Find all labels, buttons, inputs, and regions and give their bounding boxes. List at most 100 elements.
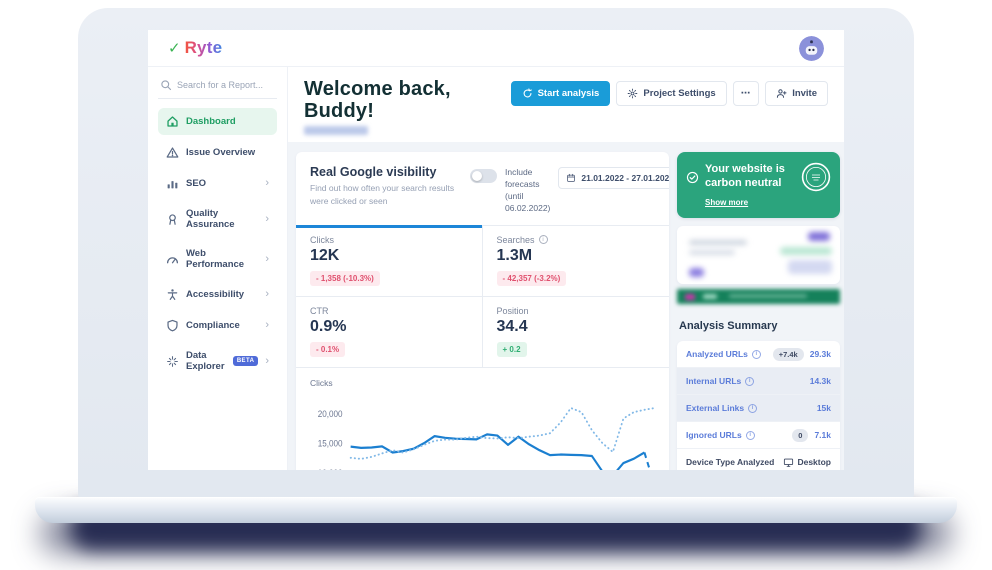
page-title: Welcome back, Buddy! <box>304 78 451 122</box>
summary-value: 7.1k <box>814 430 831 440</box>
svg-text:15,000: 15,000 <box>318 438 343 448</box>
topbar: ✓ Ryte <box>148 30 844 67</box>
refresh-icon <box>522 88 533 99</box>
metric-tab-position[interactable]: Position 34.4 + 0.2 <box>483 297 670 367</box>
chevron-right-icon: › <box>265 177 269 189</box>
home-icon <box>166 115 179 128</box>
info-icon[interactable]: i <box>745 376 755 386</box>
performance-gauge-icon <box>166 253 179 266</box>
metric-value: 34.4 <box>496 317 528 335</box>
summary-value: 29.3k <box>809 349 831 359</box>
page-header: Welcome back, Buddy! Start analysis Proj… <box>288 67 844 142</box>
chevron-right-icon: › <box>265 212 269 225</box>
chart-axis-label: Clicks <box>310 377 333 388</box>
metric-delta-badge: - 0.1% <box>310 341 346 357</box>
shield-icon <box>166 319 179 332</box>
metric-tab-ctr[interactable]: CTR 0.9% - 0.1% <box>296 296 483 367</box>
beta-badge: BETA <box>232 356 259 366</box>
summary-value: 15k <box>816 403 831 413</box>
right-column: Your website is carbon neutral Show more <box>677 152 840 470</box>
blurred-banner <box>677 289 840 304</box>
robot-avatar-icon <box>799 35 824 61</box>
visibility-card-subtitle: Find out how often your search results w… <box>310 183 455 206</box>
svg-text:10,000: 10,000 <box>318 467 343 470</box>
metric-tabs: Clicks 12K - 1,358 (-10.3%) Searches i 1.… <box>296 224 670 368</box>
gear-icon <box>627 88 638 99</box>
quality-badge-icon <box>166 213 179 226</box>
metric-value: 12K <box>310 246 340 264</box>
ryte-check-icon: ✓ <box>168 40 181 57</box>
desktop-icon <box>783 457 794 468</box>
summary-badge: 0 <box>792 428 809 442</box>
sidebar-item-web-performance[interactable]: Web Performance › <box>158 241 277 277</box>
summary-row-analyzed-urls[interactable]: Analyzed URLs i +7.4k 29.3k <box>677 341 840 368</box>
accessibility-icon <box>166 288 179 301</box>
metric-delta-badge: - 42,357 (-3.2%) <box>496 270 567 286</box>
summary-row-ignored-urls[interactable]: Ignored URLs i 0 7.1k <box>677 422 840 449</box>
summary-value: 14.3k <box>809 376 831 386</box>
chevron-right-icon: › <box>265 319 269 331</box>
calendar-icon <box>566 173 576 183</box>
search-placeholder: Search for a Report... <box>177 80 264 90</box>
info-icon[interactable]: i <box>748 403 758 413</box>
sidebar-item-dashboard[interactable]: Dashboard <box>158 108 277 135</box>
summary-row-device-type-analyzed[interactable]: Device Type Analyzed Desktop <box>677 449 840 470</box>
seo-bars-icon <box>166 177 179 190</box>
summary-row-internal-urls[interactable]: Internal URLs i 14.3k <box>677 368 840 395</box>
invite-user-icon <box>776 88 787 99</box>
info-icon[interactable]: i <box>751 349 761 359</box>
metric-tab-searches[interactable]: Searches i 1.3M - 42,357 (-3.2%) <box>482 226 669 297</box>
sidebar-item-compliance[interactable]: Compliance › <box>158 312 277 339</box>
start-analysis-button[interactable]: Start analysis <box>510 81 611 106</box>
metric-delta-badge: - 1,358 (-10.3%) <box>310 270 380 286</box>
visibility-card-title: Real Google visibility <box>310 165 437 179</box>
analysis-summary-heading: Analysis Summary <box>679 320 778 332</box>
metric-tab-clicks[interactable]: Clicks 12K - 1,358 (-10.3%) <box>296 224 483 297</box>
report-search-input[interactable]: Search for a Report... <box>158 76 277 99</box>
blurred-preview-card <box>677 226 840 284</box>
warning-icon <box>166 146 179 159</box>
info-icon[interactable]: i <box>745 430 755 440</box>
chevron-right-icon: › <box>265 354 269 367</box>
main-area: Welcome back, Buddy! Start analysis Proj… <box>288 67 844 470</box>
metric-delta-badge: + 0.2 <box>496 341 527 357</box>
project-settings-button[interactable]: Project Settings <box>616 81 727 106</box>
google-visibility-card: Real Google visibility Find out how ofte… <box>296 152 669 470</box>
chevron-right-icon: › <box>265 252 269 265</box>
laptop-base <box>35 497 957 523</box>
forecast-toggle[interactable] <box>470 169 497 183</box>
sidebar-item-issue-overview[interactable]: Issue Overview <box>158 139 277 166</box>
ryte-logo-text: Ryte <box>184 38 223 57</box>
analysis-summary-table: Analyzed URLs i +7.4k 29.3k Internal URLs… <box>677 341 840 470</box>
check-circle-icon <box>686 171 699 184</box>
chevron-right-icon: › <box>265 288 269 300</box>
header-actions: Start analysis Project Settings ⋯ Invite <box>510 78 828 106</box>
dashboard-content: Real Google visibility Find out how ofte… <box>288 142 844 470</box>
data-explorer-icon <box>166 355 179 368</box>
sidebar-nav: Dashboard Issue Overview SEO › Quality A… <box>158 108 277 379</box>
forecast-label: Include forecasts (until 06.02.2022) <box>505 167 551 213</box>
invite-button[interactable]: Invite <box>765 81 828 106</box>
metric-value: 1.3M <box>496 246 533 264</box>
carbon-neutral-title: Your website is carbon neutral <box>705 163 785 189</box>
sidebar-item-accessibility[interactable]: Accessibility › <box>158 281 277 308</box>
sidebar-item-quality-assurance[interactable]: Quality Assurance › <box>158 201 277 237</box>
summary-value: Desktop <box>797 457 831 467</box>
show-more-link[interactable]: Show more <box>705 198 749 207</box>
project-url-blurred <box>304 126 368 135</box>
user-avatar[interactable] <box>799 35 824 61</box>
ryte-logo[interactable]: ✓ Ryte <box>168 38 222 58</box>
date-range-picker[interactable]: 21.01.2022 - 27.01.2022 <box>558 167 669 189</box>
sidebar-item-seo[interactable]: SEO › <box>158 170 277 197</box>
summary-row-external-links[interactable]: External Links i 15k <box>677 395 840 422</box>
search-icon <box>160 79 172 91</box>
carbon-neutral-card: Your website is carbon neutral Show more <box>677 152 840 218</box>
sidebar-item-data-explorer[interactable]: Data Explorer BETA › <box>158 343 277 379</box>
summary-badge: +7.4k <box>772 347 804 361</box>
more-actions-button[interactable]: ⋯ <box>732 81 760 106</box>
carbon-neutral-seal-icon <box>801 162 831 192</box>
info-icon[interactable]: i <box>538 235 548 245</box>
